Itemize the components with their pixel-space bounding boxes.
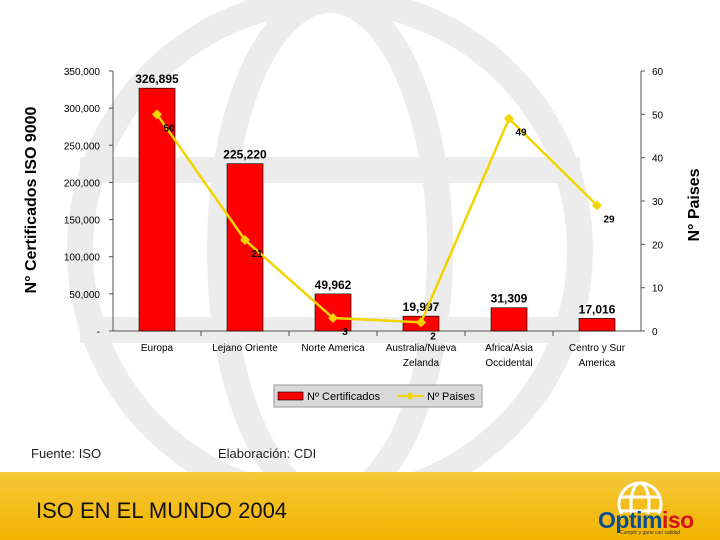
- y2-tick-label: 20: [652, 240, 664, 251]
- x-category-label: Lejano Oriente: [212, 343, 278, 354]
- y2-axis-label: N° Paises: [686, 168, 703, 241]
- x-axis-labels: Europa Lejano Oriente Norte America Austral…: [141, 343, 626, 369]
- bars: 326,895 225,220 49,962 19,997 31,309 17,016: [135, 72, 616, 332]
- line-point: [240, 235, 250, 245]
- y-tick-label: 150,000: [64, 216, 101, 227]
- line-point: [504, 113, 514, 124]
- y2-tick-label: 10: [652, 284, 664, 295]
- legend-bar-swatch: [277, 391, 304, 401]
- line-value-label: 2: [430, 331, 436, 342]
- y2-tick-label: 30: [652, 197, 664, 208]
- right-axis: 0 10 20 30 40 50 60: [640, 67, 664, 338]
- legend-line-marker: [406, 392, 414, 400]
- logo-globe-icon: [617, 481, 663, 514]
- line-value-label: 21: [251, 249, 263, 260]
- credit-label: Elaboración: CDI: [218, 446, 317, 461]
- bar-value-label: 17,016: [579, 302, 616, 316]
- bar: [314, 293, 352, 332]
- line-series: 50 21 3 2 49 29: [152, 109, 615, 342]
- slide-title: ISO EN EL MUNDO 2004: [36, 498, 288, 523]
- y2-tick-label: 0: [652, 327, 658, 338]
- line-point: [592, 200, 602, 211]
- line-point: [328, 313, 338, 323]
- bar: [138, 87, 176, 332]
- legend: Nº Certificados Nº Paises: [273, 384, 483, 408]
- bar: [578, 318, 616, 332]
- x-category-label: America: [579, 358, 616, 369]
- x-category-label: Zelanda: [403, 358, 440, 369]
- line-point: [416, 317, 426, 328]
- legend-box: [273, 384, 483, 408]
- y-tick-label: 300,000: [64, 104, 101, 115]
- y-axis-label: N° Certificados ISO 9000: [23, 106, 40, 293]
- x-category-label: Australia/Nueva: [386, 343, 457, 354]
- line-point: [152, 109, 162, 120]
- y-tick-label: 200,000: [64, 178, 101, 189]
- chart: - 50,000 100,000 150,000 200,000 250,000 300,0…: [23, 67, 703, 408]
- y2-tick-label: 60: [652, 67, 664, 78]
- x-category-label: Centro y Sur: [569, 343, 626, 354]
- legend-bar-label: Nº Certificados: [307, 391, 381, 403]
- x-category-label: Europa: [141, 343, 174, 354]
- left-axis: - 50,000 100,000 150,000 200,000 250,000 300,0…: [64, 67, 641, 338]
- bar-value-label: 326,895: [135, 72, 179, 86]
- x-category-label: Norte America: [301, 343, 365, 354]
- x-category-label: Occidental: [485, 358, 532, 369]
- bar-value-label: 31,309: [491, 292, 528, 306]
- logo-tagline: Cumplir y gane con calidad: [620, 530, 681, 536]
- legend-line-label: Nº Paises: [427, 391, 476, 403]
- y2-tick-label: 40: [652, 154, 664, 165]
- line-value-label: 29: [603, 214, 615, 225]
- line-value-label: 50: [163, 123, 175, 134]
- bar-value-label: 225,220: [223, 148, 267, 162]
- y-tick-label: -: [97, 327, 100, 338]
- y-tick-label: 250,000: [64, 141, 101, 152]
- bar-value-label: 19,997: [403, 300, 440, 314]
- countries-line: [155, 113, 598, 324]
- bar: [490, 307, 528, 332]
- y2-tick-label: 50: [652, 110, 664, 121]
- bar-value-label: 49,962: [315, 278, 352, 292]
- source-label: Fuente: ISO: [31, 446, 102, 461]
- line-value-label: 3: [342, 327, 348, 338]
- y-tick-label: 350,000: [64, 67, 101, 78]
- y-tick-label: 50,000: [69, 290, 100, 301]
- footer-bar: ISO EN EL MUNDO 2004: [0, 472, 720, 540]
- y-tick-label: 100,000: [64, 253, 101, 264]
- line-value-label: 49: [515, 128, 527, 139]
- x-category-label: Africa/Asia: [485, 343, 533, 354]
- bar: [226, 163, 264, 332]
- logo-wordmark: Optimiso: [598, 507, 694, 533]
